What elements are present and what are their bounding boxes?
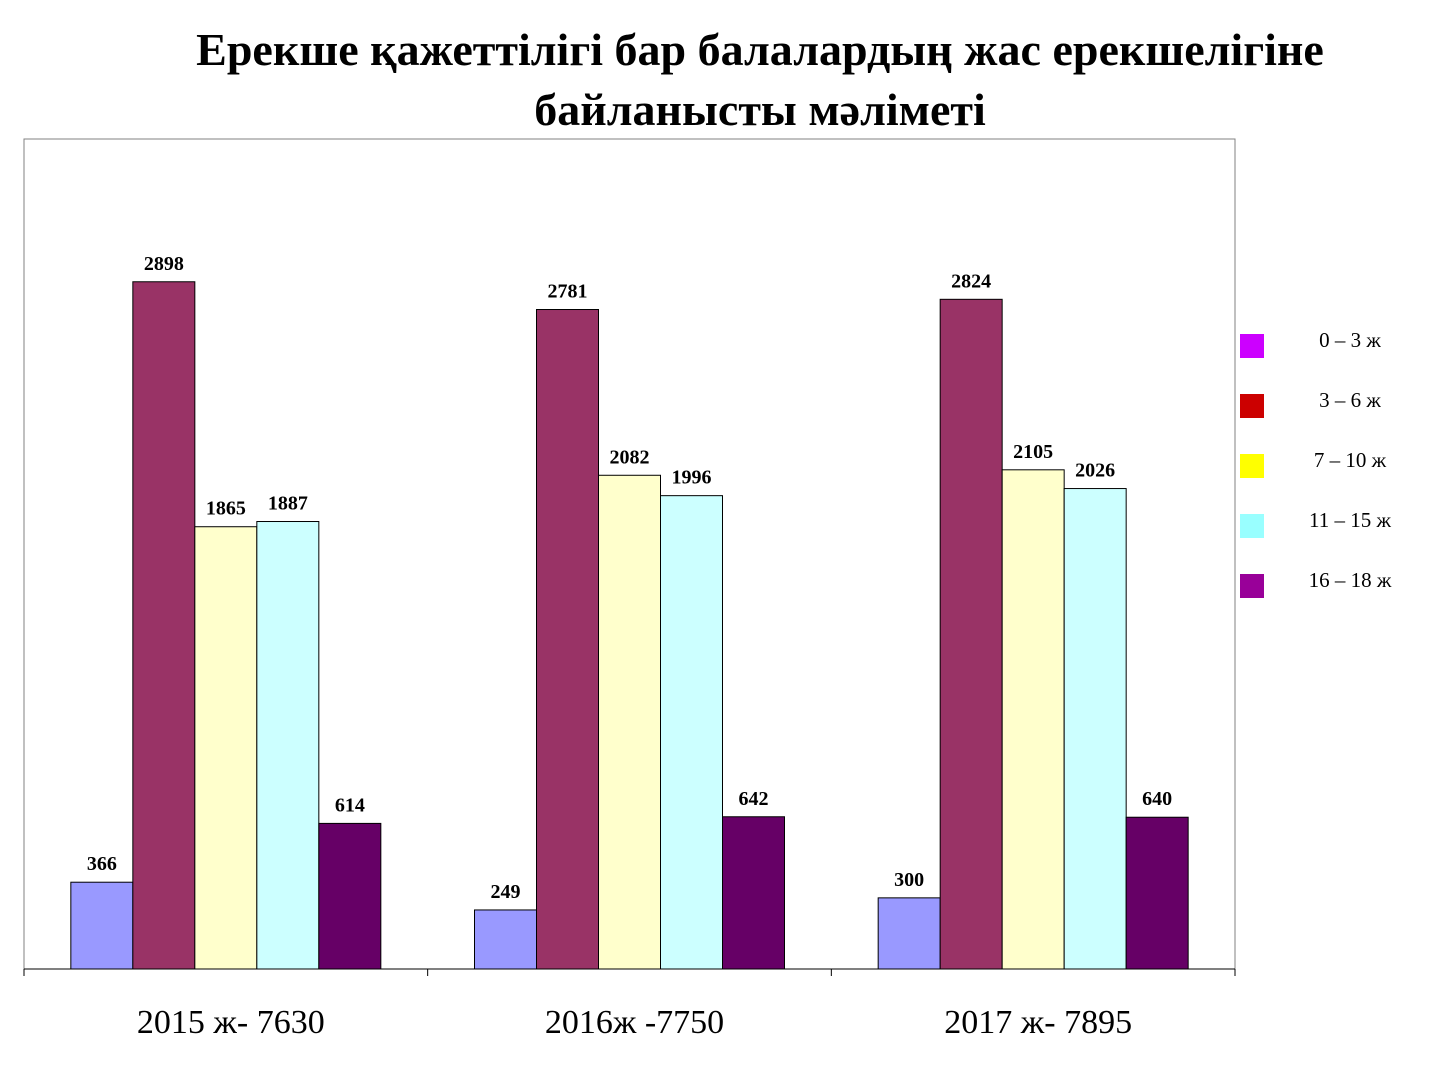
legend-swatch-1 — [1240, 394, 1264, 418]
data-label: 1887 — [268, 493, 308, 515]
data-label: 366 — [87, 853, 117, 875]
chart-title-line-2: байланысты мәліметі — [534, 84, 986, 135]
legend-swatch-3 — [1240, 514, 1264, 538]
bar-2-2 — [1001, 469, 1065, 970]
bar-1-4 — [722, 816, 785, 970]
data-label: 2781 — [548, 281, 588, 303]
legend-swatch-2 — [1240, 454, 1264, 478]
bar-1-1 — [536, 309, 599, 970]
data-label: 614 — [335, 794, 365, 816]
data-label: 2898 — [144, 253, 184, 275]
legend-item: 3 – 6 ж — [1235, 378, 1425, 438]
legend-label: 11 – 15 ж — [1309, 508, 1391, 532]
legend-swatch-4 — [1240, 574, 1264, 598]
x-axis: 2015 ж- 7630 2016ж -7750 2017 ж- 7895 — [23, 968, 1236, 1041]
bar-1-3 — [660, 495, 723, 970]
legend-label: 3 – 6 ж — [1319, 388, 1381, 412]
category-label: 2015 ж- 7630 — [137, 1004, 325, 1041]
bar-0-2 — [194, 526, 258, 970]
data-label: 300 — [894, 869, 924, 891]
bar-2-4 — [1125, 816, 1189, 970]
data-label: 640 — [1142, 788, 1172, 810]
data-label: 2105 — [1013, 441, 1053, 463]
legend-item: 11 – 15 ж — [1235, 498, 1425, 558]
legend-swatch-0 — [1240, 334, 1264, 358]
chart-title: Ерекше қажеттілігі бар балалардың жас ер… — [100, 20, 1420, 140]
bars-group — [70, 281, 1189, 970]
bar-0-4 — [318, 822, 382, 970]
bar-0-0 — [70, 881, 134, 970]
bar-1-2 — [598, 474, 661, 970]
data-label: 2824 — [951, 270, 991, 292]
legend-label: 0 – 3 ж — [1319, 328, 1381, 352]
category-label: 2016ж -7750 — [545, 1004, 724, 1041]
data-label: 2082 — [610, 446, 650, 468]
data-label: 2026 — [1075, 460, 1115, 482]
legend: 0 – 3 ж 3 – 6 ж 7 – 10 ж 11 – 15 ж 16 – … — [1235, 318, 1425, 618]
chart-title-line-1: Ерекше қажеттілігі бар балалардың жас ер… — [196, 24, 1324, 75]
category-label: 2017 ж- 7895 — [944, 1004, 1132, 1041]
bar-0-3 — [256, 521, 320, 970]
data-label: 1996 — [672, 467, 712, 489]
data-label: 642 — [739, 788, 769, 810]
legend-item: 7 – 10 ж — [1235, 438, 1425, 498]
bar-0-1 — [132, 281, 196, 970]
bar-2-0 — [877, 897, 941, 970]
data-labels-group: 366 2898 1865 1887 614 249 2781 2082 1996 642 300 2… — [87, 253, 1172, 903]
bar-2-3 — [1063, 488, 1127, 970]
legend-item: 16 – 18 ж — [1235, 558, 1425, 618]
bar-1-0 — [474, 909, 537, 970]
legend-item: 0 – 3 ж — [1235, 318, 1425, 378]
bar-2-1 — [939, 298, 1003, 970]
legend-label: 16 – 18 ж — [1308, 568, 1392, 592]
legend-label: 7 – 10 ж — [1313, 448, 1387, 472]
data-label: 249 — [491, 881, 521, 903]
data-label: 1865 — [206, 498, 246, 520]
